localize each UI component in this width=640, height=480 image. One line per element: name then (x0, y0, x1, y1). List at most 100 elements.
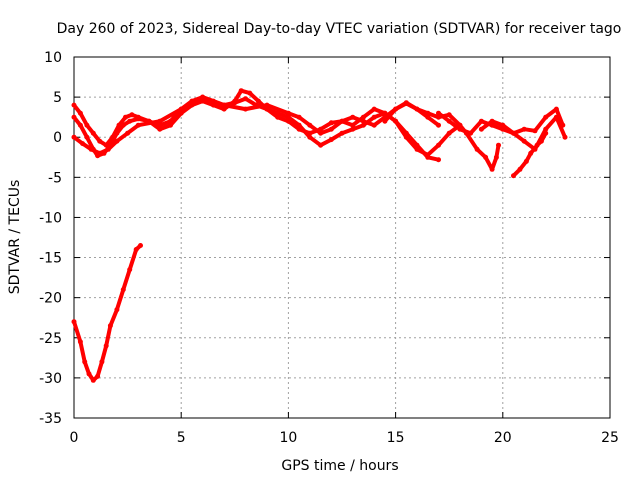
data-point (493, 154, 499, 160)
data-point (517, 166, 523, 172)
data-point (553, 106, 559, 112)
data-point (521, 138, 527, 144)
plot-frame (73, 56, 611, 419)
data-point (339, 130, 345, 136)
data-point (275, 114, 281, 120)
data-point (446, 112, 452, 118)
data-point (135, 114, 141, 120)
data-point (77, 122, 83, 128)
data-point (350, 122, 356, 128)
data-point (95, 373, 101, 379)
data-point (80, 141, 86, 147)
data-point (243, 96, 248, 102)
data-point (77, 339, 83, 345)
y-axis-label: SDTVAR / TECUs (7, 180, 23, 295)
data-point (436, 122, 441, 128)
data-point (221, 102, 227, 108)
series-pass-1 (71, 94, 441, 163)
data-point (110, 134, 116, 140)
data-point (483, 154, 489, 160)
data-point (99, 359, 105, 365)
x-axis-label: GPS time / hours (281, 458, 398, 474)
y-tick-label: -25 (39, 331, 62, 347)
data-point (478, 126, 484, 132)
data-point (296, 126, 302, 132)
data-point (307, 134, 313, 140)
data-point (543, 130, 549, 136)
data-point (71, 114, 77, 120)
x-tick-label: 20 (494, 430, 512, 446)
data-point (168, 122, 173, 128)
data-point (84, 122, 90, 128)
data-point (403, 100, 409, 106)
data-point (436, 110, 441, 116)
data-point (307, 122, 313, 128)
data-point (553, 114, 559, 120)
y-tick-label: -30 (39, 371, 62, 387)
data-point (129, 112, 135, 118)
grid (74, 57, 610, 418)
data-point (127, 267, 133, 273)
data-point (403, 134, 409, 140)
data-point (489, 118, 495, 124)
data-point (105, 146, 111, 152)
data-point (296, 114, 302, 120)
data-point (457, 126, 463, 132)
data-point (538, 138, 544, 144)
data-point (511, 173, 516, 179)
data-point (496, 142, 501, 148)
data-point (247, 90, 253, 96)
data-point (221, 106, 227, 112)
data-point (71, 134, 77, 140)
data-point (425, 152, 431, 158)
data-point (478, 118, 484, 124)
data-point (360, 114, 366, 120)
series-line-2 (72, 88, 462, 157)
data-point (489, 166, 495, 172)
data-point (71, 102, 77, 108)
data-point (264, 106, 270, 112)
data-point (82, 359, 88, 365)
x-tick-label: 25 (601, 430, 619, 446)
data-point (328, 126, 334, 132)
data-point (90, 377, 96, 383)
data-point (393, 118, 399, 124)
data-point (350, 114, 356, 120)
data-point (328, 137, 334, 143)
data-point (521, 126, 527, 132)
data-point (425, 110, 431, 116)
data-point (157, 118, 163, 124)
data-point (318, 130, 324, 136)
data-point (97, 150, 103, 156)
x-tick-label: 5 (177, 430, 186, 446)
data-point (446, 130, 452, 136)
data-point (371, 106, 377, 112)
data-point (511, 130, 516, 136)
data-point (285, 118, 291, 124)
series-line-4 (382, 100, 501, 172)
data-point (103, 343, 109, 349)
data-point (371, 114, 377, 120)
x-tick-label: 10 (279, 430, 297, 446)
data-point (116, 122, 122, 128)
series-late-arc-1 (382, 100, 501, 172)
data-point (393, 106, 399, 112)
data-point (133, 247, 139, 252)
data-point (339, 118, 345, 124)
data-point (414, 106, 420, 112)
data-point (243, 106, 248, 112)
data-point (103, 142, 109, 148)
data-point (371, 122, 377, 128)
data-point (436, 142, 441, 148)
data-point (135, 122, 141, 128)
data-point (318, 142, 324, 148)
data-point (200, 94, 206, 100)
data-series (71, 88, 568, 383)
data-point (328, 120, 334, 126)
data-point (350, 126, 356, 132)
x-axis: 0 5 10 15 20 25 (70, 57, 619, 446)
data-point (562, 134, 568, 140)
data-point (138, 243, 143, 248)
data-point (500, 122, 506, 128)
data-point (543, 126, 549, 132)
